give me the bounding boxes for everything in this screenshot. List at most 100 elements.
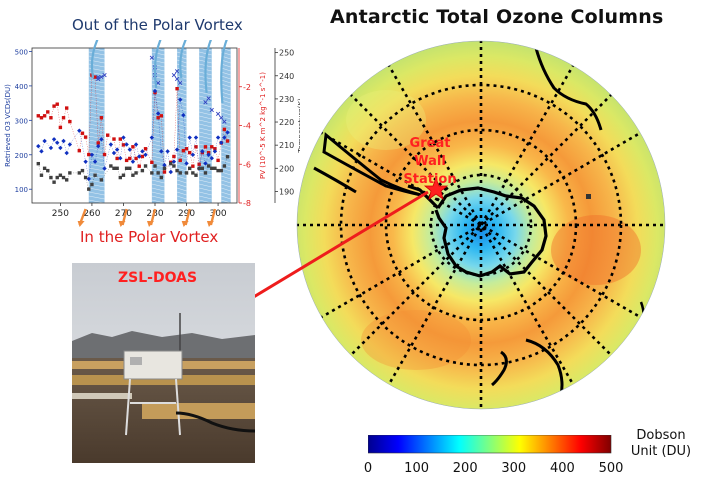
temp-tick-label: 190 xyxy=(279,187,294,196)
photo-illustration xyxy=(72,263,255,463)
data-point xyxy=(178,80,183,85)
vortex-hatch xyxy=(151,199,165,204)
data-point xyxy=(61,116,66,120)
data-point xyxy=(96,76,101,82)
data-point xyxy=(162,162,167,168)
vortex-hatch xyxy=(221,151,231,156)
data-point xyxy=(174,69,180,74)
vortex-hatch xyxy=(88,187,105,192)
data-point xyxy=(216,158,220,163)
vortex-hatch xyxy=(199,175,212,180)
vortex-hatch xyxy=(88,51,105,56)
vortex-hatch xyxy=(151,167,165,172)
temp-tick-label: 220 xyxy=(279,118,294,127)
data-point xyxy=(184,147,189,151)
vortex-hatch xyxy=(199,139,212,144)
vortex-hatch xyxy=(176,131,187,136)
vortex-hatch xyxy=(151,183,165,188)
left-tick-label: 500 xyxy=(15,48,28,56)
vortex-hatch xyxy=(221,75,231,80)
vortex-hatch xyxy=(221,71,231,76)
vortex-hatch xyxy=(151,159,165,164)
vortex-hatch xyxy=(221,175,231,180)
data-point xyxy=(187,150,192,155)
data-point xyxy=(48,145,54,151)
data-point xyxy=(152,88,158,94)
vortex-hatch xyxy=(151,51,165,56)
data-point xyxy=(140,168,145,173)
data-point xyxy=(162,166,167,170)
vortex-hatch xyxy=(199,107,212,112)
unit-label-line2: Unit (DU) xyxy=(630,444,692,459)
data-point xyxy=(200,149,205,154)
vortex-hatch xyxy=(88,47,105,52)
out-of-vortex-label: Out of the Polar Vortex xyxy=(72,16,243,34)
data-point xyxy=(187,135,192,140)
data-point xyxy=(172,154,176,159)
data-point xyxy=(149,135,155,140)
vortex-hatch xyxy=(151,59,165,64)
data-point xyxy=(168,169,173,175)
vortex-hatch xyxy=(151,63,165,68)
data-point xyxy=(206,96,211,101)
data-point xyxy=(197,162,201,166)
temp-tick-label: 240 xyxy=(279,72,294,81)
vortex-hatch xyxy=(176,95,187,100)
vortex-hatch xyxy=(199,127,212,132)
data-point xyxy=(222,119,227,124)
data-point xyxy=(39,173,44,177)
vortex-hatch xyxy=(199,199,212,204)
vortex-hatch xyxy=(199,123,212,128)
colorbar-tick-label: 500 xyxy=(598,461,624,476)
data-point xyxy=(210,145,214,149)
vortex-hatch xyxy=(176,115,187,120)
data-point xyxy=(128,156,132,161)
vortex-hatch xyxy=(199,187,212,192)
vortex-hatch xyxy=(176,103,187,108)
out-vortex-arrow xyxy=(153,40,162,89)
data-point xyxy=(39,116,44,120)
colorbar-tick-label: 0 xyxy=(363,461,373,476)
data-point xyxy=(181,148,186,153)
data-point xyxy=(124,158,129,163)
data-point xyxy=(52,104,56,108)
data-point xyxy=(68,119,72,124)
data-point xyxy=(222,164,227,168)
data-point xyxy=(99,178,104,182)
vortex-hatch xyxy=(176,59,187,64)
data-point xyxy=(165,149,170,154)
vortex-hatch xyxy=(151,191,165,196)
vortex-hatch xyxy=(88,95,105,100)
vortex-hatch xyxy=(221,107,231,112)
vortex-hatch xyxy=(151,127,165,132)
vortex-hatch xyxy=(221,191,231,196)
vortex-hatch xyxy=(221,87,231,92)
vortex-hatch xyxy=(151,187,165,192)
data-point xyxy=(206,164,211,168)
data-point xyxy=(121,173,126,177)
vortex-hatch xyxy=(151,151,165,156)
data-point xyxy=(77,148,82,153)
x-tick-label: 250 xyxy=(52,209,69,219)
data-point xyxy=(203,161,208,166)
vortex-hatch xyxy=(88,167,105,172)
colorbar xyxy=(368,435,612,454)
data-point xyxy=(77,128,82,133)
data-point xyxy=(89,152,95,157)
data-point xyxy=(178,158,182,163)
vortex-hatch xyxy=(176,111,187,116)
data-point xyxy=(64,150,69,156)
colorbar-gradient xyxy=(368,435,612,454)
data-point xyxy=(225,139,230,143)
vortex-hatch xyxy=(151,55,165,60)
data-point xyxy=(134,156,138,161)
data-point xyxy=(200,166,205,170)
data-point xyxy=(42,166,47,170)
data-point xyxy=(127,147,132,152)
temp-tick-label: 210 xyxy=(279,141,294,150)
vortex-hatch xyxy=(221,91,231,96)
data-point xyxy=(131,145,135,149)
data-point xyxy=(133,142,139,147)
data-point xyxy=(61,175,66,180)
vortex-hatch xyxy=(88,171,105,176)
